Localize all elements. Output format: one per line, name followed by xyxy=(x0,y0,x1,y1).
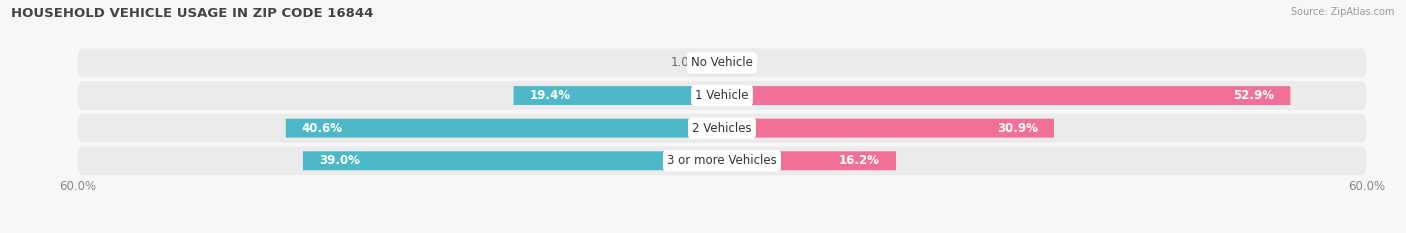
FancyBboxPatch shape xyxy=(77,81,1367,110)
Text: No Vehicle: No Vehicle xyxy=(690,56,754,69)
FancyBboxPatch shape xyxy=(723,119,1054,138)
FancyBboxPatch shape xyxy=(302,151,723,170)
FancyBboxPatch shape xyxy=(513,86,723,105)
Text: 16.2%: 16.2% xyxy=(839,154,880,167)
Text: Source: ZipAtlas.com: Source: ZipAtlas.com xyxy=(1291,7,1395,17)
Text: 39.0%: 39.0% xyxy=(319,154,360,167)
Text: 2 Vehicles: 2 Vehicles xyxy=(692,122,752,135)
Text: 3 or more Vehicles: 3 or more Vehicles xyxy=(666,154,778,167)
FancyBboxPatch shape xyxy=(77,114,1367,143)
FancyBboxPatch shape xyxy=(285,119,723,138)
FancyBboxPatch shape xyxy=(723,151,896,170)
Text: 1.0%: 1.0% xyxy=(671,56,700,69)
Text: 30.9%: 30.9% xyxy=(997,122,1038,135)
Text: HOUSEHOLD VEHICLE USAGE IN ZIP CODE 16844: HOUSEHOLD VEHICLE USAGE IN ZIP CODE 1684… xyxy=(11,7,374,20)
Text: 19.4%: 19.4% xyxy=(530,89,571,102)
FancyBboxPatch shape xyxy=(77,48,1367,77)
FancyBboxPatch shape xyxy=(723,86,1291,105)
Text: 52.9%: 52.9% xyxy=(1233,89,1274,102)
FancyBboxPatch shape xyxy=(711,53,723,72)
FancyBboxPatch shape xyxy=(77,146,1367,175)
Text: 40.6%: 40.6% xyxy=(302,122,343,135)
Text: 1 Vehicle: 1 Vehicle xyxy=(695,89,749,102)
